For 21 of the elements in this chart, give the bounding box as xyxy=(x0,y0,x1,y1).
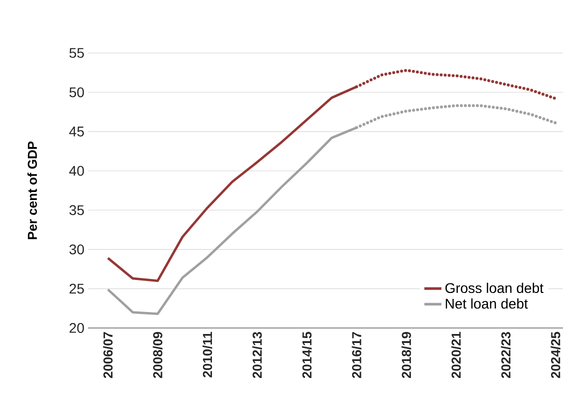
legend-label: Net loan debt xyxy=(446,298,528,309)
x-tick-label: 2018/19 xyxy=(401,332,412,378)
y-axis-title: Per cent of GDP xyxy=(27,141,37,240)
x-tick-label: 2014/15 xyxy=(302,332,312,378)
y-tick-label: 20 xyxy=(70,323,84,333)
y-tick-label: 55 xyxy=(69,48,84,58)
x-tick-label: 2006/07 xyxy=(103,332,113,378)
x-tick-label: 2020/21 xyxy=(451,332,461,378)
x-tick-label: 2024/25 xyxy=(550,332,560,378)
y-tick-label: 35 xyxy=(69,205,84,216)
x-tick-label: 2010/11 xyxy=(202,332,212,378)
legend-label: Gross loan debt xyxy=(445,282,544,294)
x-tick-label: 2008/09 xyxy=(152,332,162,378)
x-tick-label: 2022/23 xyxy=(500,332,511,378)
y-tick-label: 40 xyxy=(69,166,84,176)
y-tick-label: 25 xyxy=(70,284,84,294)
y-tick-label: 50 xyxy=(69,87,84,98)
x-tick-label: 2016/17 xyxy=(352,332,362,378)
y-tick-label: 45 xyxy=(69,126,84,136)
y-tick-label: 30 xyxy=(69,244,84,254)
x-tick-label: 2012/13 xyxy=(252,332,262,378)
